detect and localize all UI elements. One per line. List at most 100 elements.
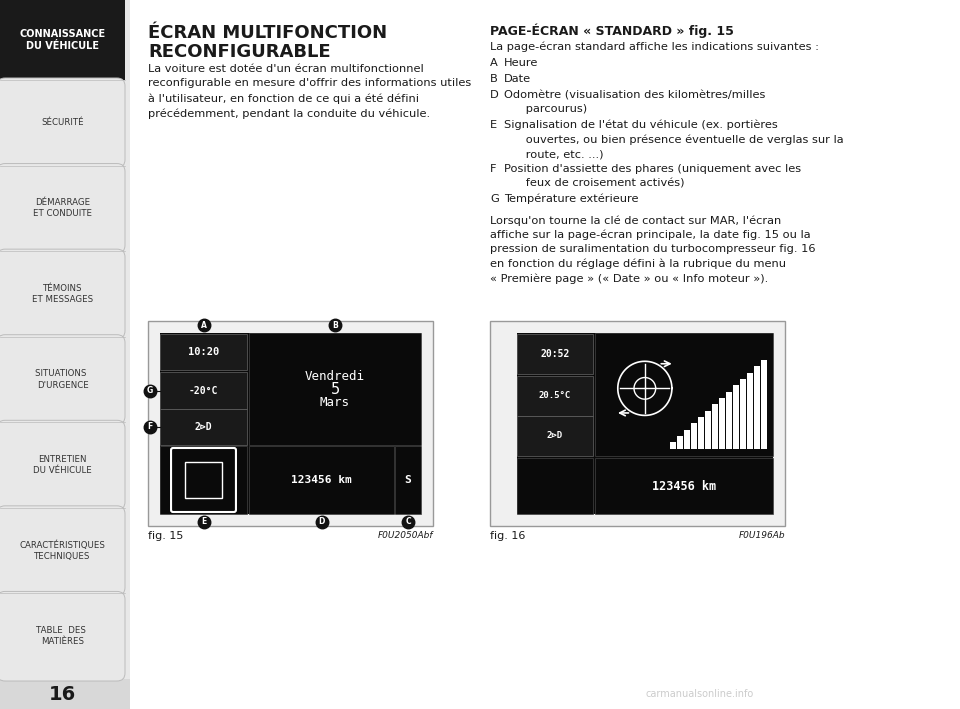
Text: Date: Date [504, 74, 531, 84]
Bar [0, 80, 125, 166]
Bar [0, 0, 125, 80]
Text: 20.5°C: 20.5°C [539, 391, 571, 401]
Text: A: A [201, 320, 206, 330]
Text: 123456 km: 123456 km [291, 475, 352, 485]
Bar [395, 446, 421, 514]
Text: Position d'assiette des phares (uniquement avec les
      feux de croisement act: Position d'assiette des phares (uniqueme… [504, 164, 802, 188]
FancyBboxPatch shape [0, 591, 125, 681]
Bar [684, 430, 689, 449]
Bar [670, 442, 676, 449]
Text: fig. 15: fig. 15 [148, 531, 183, 541]
Bar [755, 367, 759, 449]
Text: CONNAISSANCE
DU VÉHICULE: CONNAISSANCE DU VÉHICULE [19, 29, 106, 51]
Text: TÉMOINS
ET MESSAGES: TÉMOINS ET MESSAGES [32, 284, 93, 304]
Bar [691, 423, 697, 449]
Text: RECONFIGURABLE: RECONFIGURABLE [148, 43, 330, 61]
FancyBboxPatch shape [0, 249, 125, 339]
Bar [517, 416, 593, 456]
Text: 123456 km: 123456 km [652, 479, 716, 493]
Text: 2⊳D: 2⊳D [547, 432, 564, 440]
Text: 5: 5 [330, 381, 340, 396]
Text: A: A [490, 58, 497, 68]
Bar [185, 462, 222, 498]
Text: Heure: Heure [504, 58, 539, 68]
Bar [0, 423, 125, 508]
Bar [0, 251, 125, 337]
Text: ENTRETIEN
DU VÉHICULE: ENTRETIEN DU VÉHICULE [34, 455, 92, 475]
FancyBboxPatch shape [0, 335, 125, 424]
Text: F0U196Ab: F0U196Ab [738, 531, 785, 540]
Text: ÉCRAN MULTIFONCTION: ÉCRAN MULTIFONCTION [148, 24, 387, 42]
Text: E: E [201, 518, 206, 527]
Bar [517, 334, 593, 374]
Text: DÉMARRAGE
ET CONDUITE: DÉMARRAGE ET CONDUITE [33, 199, 92, 218]
Text: CARACTÉRISTIQUES
TECHNIQUES: CARACTÉRISTIQUES TECHNIQUES [19, 540, 106, 561]
Bar [677, 436, 683, 449]
Bar [712, 404, 718, 449]
Bar [698, 417, 704, 449]
Text: SÉCURITÉ: SÉCURITÉ [41, 118, 84, 128]
Bar [160, 333, 421, 514]
Bar [160, 372, 247, 408]
Text: Lorsqu'on tourne la clé de contact sur MAR, l'écran
affiche sur la page-écran pr: Lorsqu'on tourne la clé de contact sur M… [490, 215, 815, 284]
Text: Température extérieure: Température extérieure [504, 194, 638, 204]
Bar [490, 321, 785, 526]
Text: F: F [148, 423, 153, 431]
Text: carmanualsonline.info: carmanualsonline.info [646, 689, 755, 699]
Text: Vendredi: Vendredi [305, 371, 365, 384]
Text: La voiture est dotée d'un écran multifonctionnel
reconfigurable en mesure d'offr: La voiture est dotée d'un écran multifon… [148, 64, 471, 118]
Bar [706, 411, 710, 449]
Text: La page-écran standard affiche les indications suivantes :: La page-écran standard affiche les indic… [490, 41, 819, 52]
Bar [726, 391, 732, 449]
Text: Signalisation de l'état du véhicule (ex. portières
      ouvertes, ou bien prése: Signalisation de l'état du véhicule (ex.… [504, 120, 844, 160]
Text: PAGE-ÉCRAN « STANDARD » fig. 15: PAGE-ÉCRAN « STANDARD » fig. 15 [490, 24, 733, 38]
Bar [0, 0, 130, 709]
Text: B: B [332, 320, 338, 330]
Bar [0, 593, 125, 679]
Text: F0U2050Abf: F0U2050Abf [377, 531, 433, 540]
Bar [761, 360, 767, 449]
Text: 16: 16 [49, 684, 76, 703]
Text: Odomètre (visualisation des kilomètres/milles
      parcourus): Odomètre (visualisation des kilomètres/m… [504, 90, 765, 114]
Bar [719, 398, 725, 449]
FancyBboxPatch shape [0, 420, 125, 510]
Text: fig. 16: fig. 16 [490, 531, 525, 541]
Bar [148, 321, 433, 526]
Text: 20:52: 20:52 [540, 349, 569, 359]
Bar [160, 446, 247, 514]
Bar [160, 334, 247, 370]
Bar [747, 373, 753, 449]
Text: F: F [490, 164, 496, 174]
Bar [517, 458, 593, 514]
Bar [249, 446, 394, 514]
Bar [595, 458, 773, 514]
Bar [740, 379, 746, 449]
Bar [249, 333, 421, 445]
Bar [595, 333, 773, 456]
Text: D: D [490, 90, 499, 100]
FancyBboxPatch shape [0, 164, 125, 253]
FancyBboxPatch shape [0, 78, 125, 167]
Bar [0, 337, 125, 423]
Bar [517, 376, 593, 416]
Text: SITUATIONS 
D'URGENCE: SITUATIONS D'URGENCE [36, 369, 89, 389]
Text: -20°C: -20°C [189, 386, 218, 396]
Bar [517, 333, 773, 514]
Text: Mars: Mars [320, 396, 350, 408]
FancyBboxPatch shape [0, 506, 125, 596]
Bar [0, 508, 125, 593]
Text: TABLE  DES 
MATIÈRES: TABLE DES MATIÈRES [36, 626, 89, 647]
Bar [733, 386, 738, 449]
Text: G: G [147, 386, 154, 395]
Text: D: D [319, 518, 324, 527]
Text: S: S [404, 475, 412, 485]
Text: C: C [405, 518, 411, 527]
Text: B: B [490, 74, 497, 84]
Text: 2⊳D: 2⊳D [195, 422, 212, 432]
Text: E: E [490, 120, 497, 130]
Text: 10:20: 10:20 [188, 347, 219, 357]
Text: G: G [490, 194, 499, 204]
Bar [0, 0, 130, 679]
Bar [0, 166, 125, 251]
Bar [160, 408, 247, 445]
